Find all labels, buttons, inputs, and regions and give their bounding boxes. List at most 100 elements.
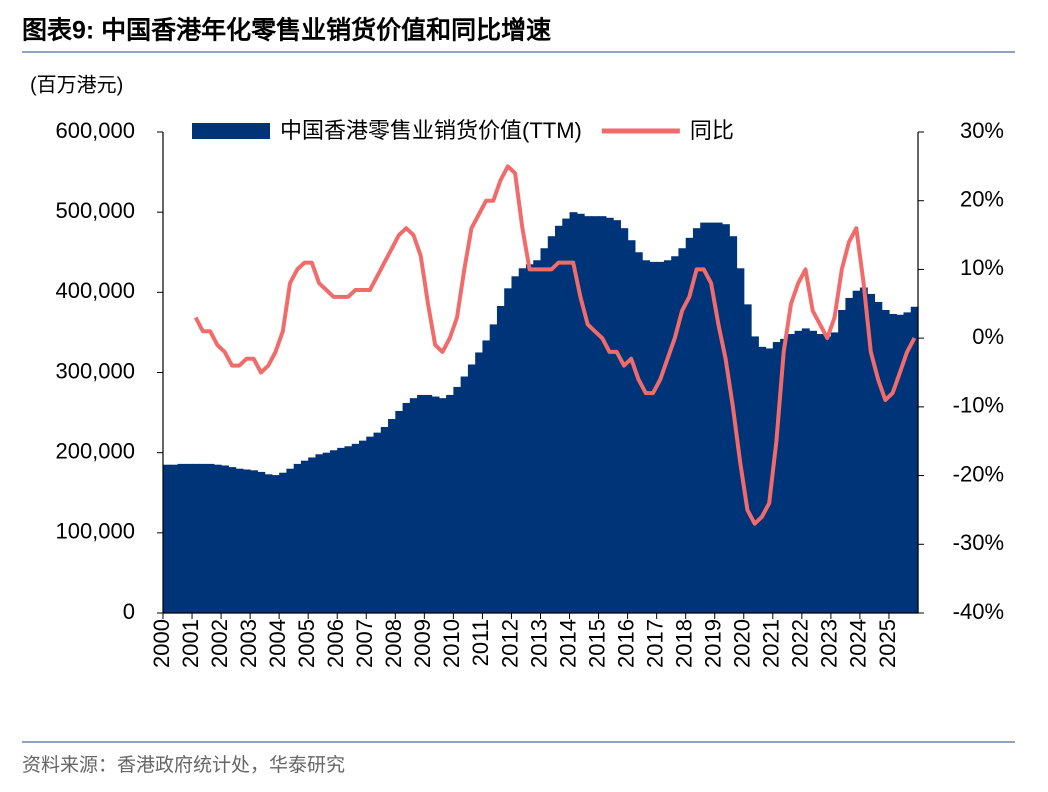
area-bar — [271, 475, 280, 613]
line — [193, 164, 917, 526]
area-bar — [816, 334, 825, 613]
y2-tick-label: -10% — [953, 393, 1004, 418]
x-tick-label: 2022 — [788, 619, 813, 668]
area-bar — [678, 248, 687, 613]
x-tick-label: 2021 — [759, 619, 784, 668]
area-bar — [881, 309, 890, 613]
area-bar — [830, 332, 839, 613]
area-bar — [765, 348, 774, 613]
y-tick-label: 500,000 — [55, 198, 135, 223]
y2-tick-label: -20% — [953, 461, 1004, 486]
area-bar — [707, 222, 716, 614]
area-bar — [874, 301, 883, 613]
area-bar — [772, 342, 781, 613]
x-tick-label: 2010 — [439, 619, 464, 668]
x-tick-label: 2013 — [526, 619, 551, 668]
area-bar — [482, 340, 491, 613]
x-tick-label: 2025 — [875, 619, 900, 668]
area-bar — [489, 324, 498, 613]
area-bar — [424, 394, 433, 613]
area-bar — [598, 216, 607, 614]
area-bar — [475, 352, 484, 613]
area-bar — [264, 474, 273, 613]
x-tick-label: 2020 — [730, 619, 755, 668]
area-bar — [867, 293, 876, 613]
area-bar — [685, 237, 694, 613]
area-bar — [547, 236, 556, 613]
area-bar — [584, 216, 592, 614]
x-tick-label: 2019 — [701, 619, 726, 668]
area-bar — [460, 376, 469, 613]
area-bar — [402, 402, 411, 613]
area-bar — [380, 427, 389, 613]
y-tick-label: 200,000 — [55, 438, 135, 463]
area-bar — [344, 446, 353, 613]
x-tick-label: 2002 — [207, 619, 232, 668]
area-bar — [337, 447, 346, 613]
area-bar — [184, 463, 193, 613]
area-bar — [518, 268, 527, 613]
area-bar — [366, 436, 375, 613]
area-bar — [627, 240, 636, 613]
area-bar — [634, 252, 643, 613]
area-bar — [613, 220, 621, 613]
x-tick-label: 2018 — [672, 619, 697, 668]
x-tick-label: 2012 — [497, 619, 522, 668]
area-bar — [170, 464, 179, 613]
area-bar — [591, 216, 600, 614]
area-bar — [809, 330, 817, 613]
area-bar — [794, 330, 803, 613]
legend-label: 中国香港零售业销货价值(TTM) — [280, 118, 582, 143]
x-tick-label: 2006 — [323, 619, 348, 668]
area-bar — [671, 256, 680, 613]
area-bar — [431, 396, 440, 613]
source-note: 资料来源：香港政府统计处，华泰研究 — [22, 754, 345, 776]
area-bar — [729, 236, 738, 613]
area-bar — [562, 218, 571, 613]
x-tick-label: 2016 — [613, 619, 638, 668]
y2-tick-label: 10% — [960, 255, 1004, 280]
area-bar — [373, 432, 382, 613]
area-bar — [896, 314, 905, 613]
chart-title: 图表9: 中国香港年化零售业销货价值和同比增速 — [22, 16, 551, 45]
x-tick-label: 2017 — [642, 619, 667, 668]
x-tick-label: 2005 — [294, 619, 319, 668]
area-bar — [692, 228, 701, 613]
x-tick-label: 2014 — [555, 619, 580, 668]
y2-tick-label: -30% — [953, 530, 1004, 555]
area-bar — [656, 261, 665, 613]
area-bar — [700, 222, 709, 614]
y2-tick-label: 30% — [960, 118, 1004, 143]
x-tick-label: 2003 — [236, 619, 261, 668]
area-bar — [359, 440, 367, 613]
x-tick-label: 2008 — [381, 619, 406, 668]
area-bar — [642, 260, 650, 613]
area-bar — [721, 224, 730, 614]
area-bar — [308, 457, 317, 613]
area-bar — [576, 213, 585, 613]
area-bar — [649, 261, 658, 613]
x-tick-label: 2024 — [846, 619, 871, 668]
area-bar — [533, 260, 542, 613]
y2-tick-label: -40% — [953, 599, 1004, 624]
x-tick-label: 2023 — [817, 619, 842, 668]
area-bar — [540, 248, 549, 613]
area-bar — [221, 465, 229, 613]
y-tick-label: 300,000 — [55, 358, 135, 383]
area-bar — [787, 334, 796, 613]
area-bar — [714, 222, 723, 614]
area-bar — [903, 312, 912, 613]
x-tick-label: 2011 — [468, 619, 493, 666]
area-bar — [388, 418, 396, 613]
y2-tick-label: 0% — [972, 324, 1004, 349]
area-bar — [199, 463, 208, 613]
x-tick-label: 2009 — [410, 619, 435, 668]
area-bar — [409, 398, 418, 613]
area-bar — [293, 463, 302, 613]
area-bar — [620, 228, 629, 613]
area-bar — [177, 463, 186, 613]
x-tick-label: 2001 — [178, 619, 203, 668]
area-bar — [605, 217, 614, 614]
